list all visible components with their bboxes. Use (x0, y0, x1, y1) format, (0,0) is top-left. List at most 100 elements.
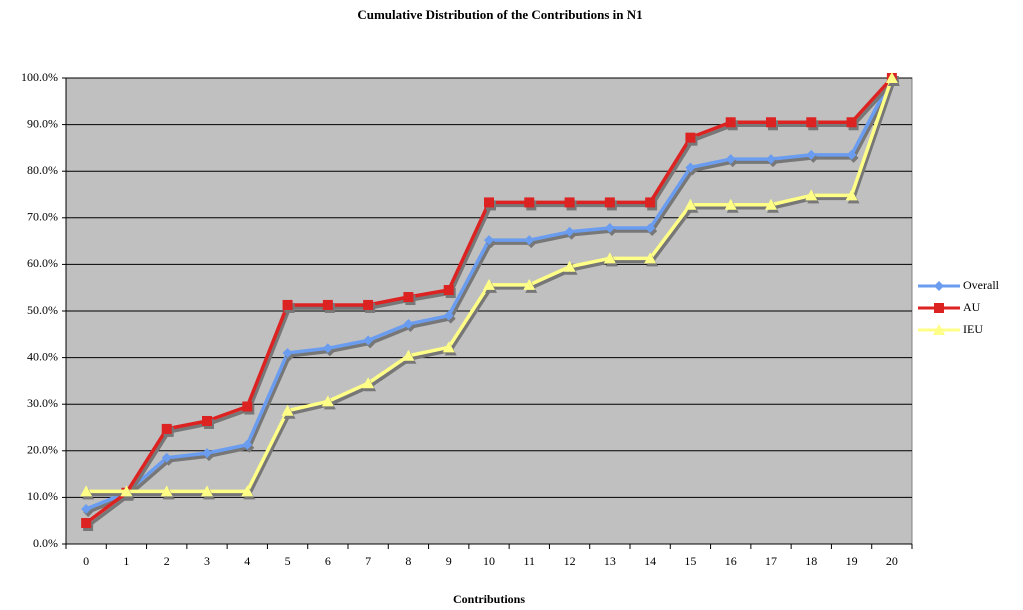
x-tick-label: 20 (886, 554, 898, 568)
marker (363, 299, 374, 310)
marker (161, 423, 172, 434)
marker (322, 343, 333, 354)
y-tick-label: 0.0% (33, 536, 58, 550)
marker (81, 504, 92, 515)
marker (564, 197, 575, 208)
legend-marker (934, 281, 944, 291)
marker (725, 117, 736, 128)
x-tick-label: 4 (244, 554, 250, 568)
y-tick-label: 40.0% (27, 349, 58, 363)
marker (484, 197, 494, 208)
x-tick-label: 17 (765, 554, 777, 568)
marker (684, 198, 697, 210)
y-tick-label: 30.0% (27, 396, 58, 410)
x-tick-label: 5 (285, 554, 291, 568)
marker (281, 404, 294, 416)
y-tick-label: 90.0% (27, 116, 58, 130)
marker (765, 198, 777, 210)
marker (524, 197, 535, 208)
x-tick-label: 18 (805, 554, 817, 568)
x-tick-label: 1 (123, 554, 129, 568)
marker (523, 278, 536, 290)
marker (846, 117, 857, 128)
marker (806, 149, 817, 160)
marker (604, 223, 615, 234)
marker (604, 197, 615, 208)
marker (644, 252, 657, 264)
legend-label: AU (963, 300, 981, 314)
marker (202, 448, 212, 459)
marker (846, 149, 857, 160)
x-tick-label: 12 (564, 554, 576, 568)
marker (402, 349, 415, 361)
x-tick-label: 3 (204, 554, 210, 568)
marker (80, 485, 93, 497)
marker (443, 285, 454, 296)
y-tick-label: 60.0% (27, 256, 58, 270)
marker (484, 235, 494, 246)
marker (806, 117, 817, 128)
x-tick-label: 11 (524, 554, 536, 568)
marker (725, 154, 736, 165)
marker (645, 223, 656, 234)
x-tick-label: 6 (325, 554, 331, 568)
marker (403, 319, 414, 330)
marker (322, 299, 333, 310)
marker (160, 485, 173, 497)
marker (241, 485, 254, 497)
x-tick-label: 13 (604, 554, 616, 568)
marker (442, 341, 455, 353)
x-axis-label: Contributions (453, 592, 525, 606)
marker (685, 162, 696, 173)
y-tick-label: 70.0% (27, 210, 58, 224)
marker (645, 197, 656, 208)
legend-marker (934, 303, 944, 313)
x-tick-label: 16 (725, 554, 737, 568)
marker (202, 415, 212, 426)
legend-label: Overall (963, 278, 1000, 292)
marker (321, 395, 334, 407)
marker (282, 347, 293, 358)
y-tick-label: 10.0% (27, 489, 58, 503)
y-tick-label: 20.0% (27, 443, 58, 457)
marker (363, 335, 374, 346)
legend-marker (933, 324, 945, 335)
chart-title: Cumulative Distribution of the Contribut… (357, 7, 642, 22)
x-tick-label: 7 (365, 554, 371, 568)
marker (524, 235, 535, 246)
marker (603, 252, 616, 264)
marker (564, 226, 575, 237)
marker (845, 189, 858, 201)
marker (483, 278, 495, 290)
marker (563, 260, 576, 272)
x-tick-label: 14 (644, 554, 656, 568)
marker (685, 132, 696, 143)
x-tick-label: 15 (684, 554, 696, 568)
y-tick-label: 80.0% (27, 163, 58, 177)
marker (724, 198, 737, 210)
marker (242, 401, 253, 412)
x-tick-label: 2 (164, 554, 170, 568)
marker (443, 310, 454, 321)
x-tick-label: 8 (405, 554, 411, 568)
marker (805, 189, 818, 201)
marker (766, 117, 776, 128)
marker (362, 377, 375, 389)
marker (81, 518, 92, 529)
marker (120, 485, 133, 497)
marker (403, 292, 414, 303)
x-tick-label: 0 (83, 554, 89, 568)
x-tick-label: 9 (446, 554, 452, 568)
y-tick-label: 50.0% (27, 303, 58, 317)
marker (161, 452, 172, 463)
marker (885, 72, 898, 83)
y-tick-label: 100.0% (21, 70, 58, 84)
x-tick-label: 10 (483, 554, 495, 568)
marker (282, 299, 293, 310)
marker (201, 485, 213, 497)
marker (766, 154, 776, 165)
marker (242, 439, 253, 450)
x-tick-label: 19 (846, 554, 858, 568)
legend-label: IEU (963, 322, 983, 336)
